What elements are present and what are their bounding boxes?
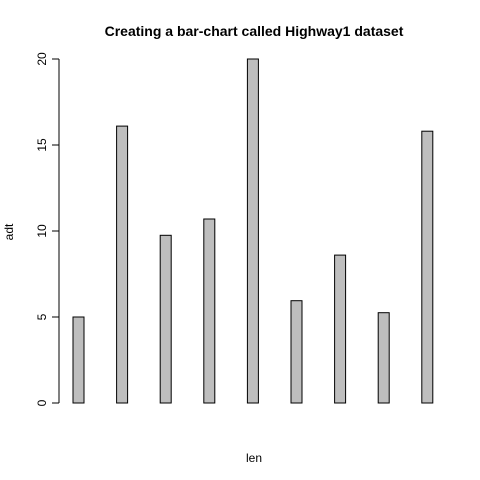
bar-3 [159, 234, 172, 404]
bar-6 [290, 300, 303, 404]
y-axis-label: adt [2, 223, 16, 240]
y-tick-label-15: 15 [35, 138, 49, 152]
chart-title: Creating a bar-chart called Highway1 dat… [105, 23, 404, 39]
y-tick-label-10: 10 [35, 224, 49, 238]
bar-4 [203, 218, 216, 404]
bar-5 [246, 58, 259, 404]
bar-7 [334, 254, 347, 404]
y-axis: 0 5 10 15 20 [35, 52, 60, 406]
bar-2 [116, 125, 129, 404]
x-axis-label: len [246, 451, 262, 465]
y-tick-label-5: 5 [35, 313, 49, 320]
y-tick-label-0: 0 [35, 399, 49, 406]
bar-8 [377, 312, 390, 404]
bars-group [72, 58, 434, 404]
bar-9 [421, 130, 434, 404]
y-tick-label-20: 20 [35, 52, 49, 66]
bar-1 [72, 316, 85, 404]
